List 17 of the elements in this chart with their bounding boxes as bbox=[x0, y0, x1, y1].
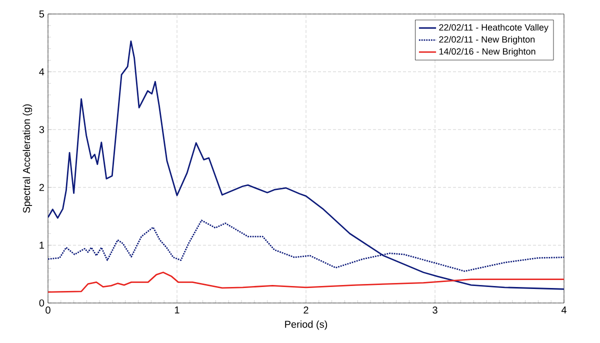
y-tick-label: 5 bbox=[39, 10, 44, 18]
x-tick-label: 1 bbox=[174, 306, 180, 314]
y-tick-label: 2 bbox=[39, 184, 44, 191]
x-tick-label: 0 bbox=[46, 306, 50, 314]
y-tick-label: 0 bbox=[39, 299, 44, 307]
y-tick-label: 3 bbox=[39, 126, 44, 134]
x-tick-label: 2 bbox=[304, 306, 308, 314]
legend-label: 22/02/11 - New Brighton bbox=[439, 36, 535, 44]
x-axis-title: Period (s) bbox=[285, 320, 328, 330]
x-tick-label: 3 bbox=[432, 306, 438, 314]
x-tick-label: 4 bbox=[561, 306, 566, 314]
y-axis-title: Spectral Acceleration (g) bbox=[22, 104, 32, 213]
y-tick-label: 4 bbox=[39, 68, 44, 76]
line-series bbox=[48, 272, 564, 293]
legend-label: 22/02/11 - Heathcote Valley bbox=[439, 24, 548, 32]
y-tick-label: 1 bbox=[40, 242, 44, 249]
legend-label: 14/02/16 - New Brighton bbox=[439, 48, 536, 56]
